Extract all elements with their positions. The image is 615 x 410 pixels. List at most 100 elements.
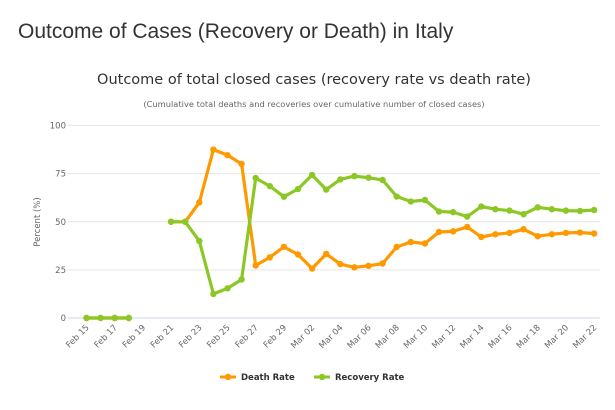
data-point[interactable]	[182, 218, 189, 225]
data-point[interactable]	[365, 174, 372, 181]
data-point[interactable]	[520, 211, 527, 218]
x-tick-label: Feb 29	[262, 323, 289, 350]
x-tick-label: Feb 25	[205, 323, 232, 350]
data-point[interactable]	[210, 146, 217, 153]
data-point[interactable]	[534, 232, 541, 240]
data-point[interactable]	[407, 198, 414, 205]
data-point[interactable]	[308, 265, 316, 272]
y-axis-ticks: 0 25 50 75 100	[50, 122, 66, 325]
x-tick-label: Mar 04	[317, 323, 345, 351]
y-tick-label: 100	[50, 122, 66, 132]
data-point[interactable]	[393, 193, 400, 200]
chart-subtitle: (Cumulative total deaths and recoveries …	[143, 99, 484, 109]
x-tick-label: Feb 23	[177, 323, 204, 350]
data-point[interactable]	[252, 262, 259, 269]
data-point[interactable]	[125, 314, 132, 322]
x-tick-label: Mar 02	[289, 323, 317, 351]
data-point[interactable]	[351, 172, 358, 180]
series-recovery-rate	[83, 171, 598, 322]
data-point[interactable]	[97, 314, 104, 322]
data-point[interactable]	[548, 206, 555, 213]
x-tick-label: Feb 21	[149, 323, 176, 350]
x-tick-label: Mar 22	[571, 323, 599, 351]
data-point[interactable]	[351, 264, 358, 271]
data-point[interactable]	[266, 182, 273, 190]
legend-item-death-rate[interactable]: Death Rate	[220, 373, 295, 383]
data-point[interactable]	[576, 229, 584, 236]
data-point[interactable]	[280, 193, 288, 200]
data-point[interactable]	[421, 240, 429, 247]
x-tick-label: Mar 20	[543, 323, 571, 351]
x-tick-label: Feb 17	[93, 323, 120, 350]
data-point[interactable]	[167, 218, 175, 225]
data-point[interactable]	[393, 243, 400, 251]
data-point[interactable]	[196, 199, 203, 206]
x-tick-label: Mar 06	[346, 323, 374, 351]
data-point[interactable]	[464, 223, 471, 231]
data-point[interactable]	[576, 207, 584, 215]
data-point[interactable]	[449, 228, 457, 235]
legend-label: Death Rate	[241, 373, 295, 383]
data-point[interactable]	[111, 314, 118, 322]
data-point[interactable]	[308, 171, 316, 179]
data-point[interactable]	[478, 233, 485, 241]
chart-title: Outcome of total closed cases (recovery …	[97, 72, 531, 88]
data-point[interactable]	[449, 208, 457, 216]
data-point[interactable]	[478, 203, 485, 210]
data-point[interactable]	[196, 237, 203, 245]
x-tick-label: Mar 18	[515, 323, 543, 351]
data-point[interactable]	[464, 213, 471, 220]
y-axis-title: Percent (%)	[33, 197, 43, 246]
data-point[interactable]	[435, 228, 443, 236]
data-point[interactable]	[294, 251, 302, 258]
x-tick-label: Mar 12	[430, 323, 458, 351]
data-point[interactable]	[323, 186, 330, 193]
data-point[interactable]	[506, 229, 513, 237]
x-tick-label: Mar 14	[458, 323, 486, 351]
data-point[interactable]	[421, 196, 429, 204]
data-point[interactable]	[506, 207, 513, 214]
data-point[interactable]	[337, 176, 344, 183]
data-point[interactable]	[224, 285, 231, 292]
legend-label: Recovery Rate	[335, 373, 405, 383]
gridlines	[68, 125, 600, 319]
data-point[interactable]	[83, 314, 90, 322]
data-point[interactable]	[323, 250, 330, 258]
data-point[interactable]	[520, 226, 527, 233]
data-point[interactable]	[266, 254, 273, 261]
page-title: Outcome of Cases (Recovery or Death) in …	[18, 20, 454, 43]
data-point[interactable]	[337, 260, 344, 268]
x-axis-ticks: Feb 15 Feb 17 Feb 19 Feb 21 Feb 23 Feb 25 Feb …	[64, 323, 599, 351]
data-point[interactable]	[294, 185, 302, 193]
y-tick-label: 75	[55, 170, 66, 180]
legend-symbol-marker	[318, 373, 326, 381]
data-point[interactable]	[492, 231, 499, 238]
data-point[interactable]	[238, 276, 245, 283]
data-point[interactable]	[365, 262, 372, 270]
y-tick-label: 50	[55, 218, 66, 228]
data-point[interactable]	[407, 238, 414, 246]
series-death-rate	[83, 146, 598, 322]
data-point[interactable]	[534, 204, 541, 211]
data-point[interactable]	[280, 243, 288, 250]
x-tick-label: Mar 16	[487, 323, 515, 351]
data-point[interactable]	[548, 231, 555, 238]
data-point[interactable]	[379, 176, 386, 184]
data-point[interactable]	[238, 160, 245, 168]
y-tick-label: 25	[55, 266, 66, 276]
data-point[interactable]	[562, 207, 570, 214]
x-tick-label: Mar 08	[374, 323, 402, 351]
data-point[interactable]	[435, 208, 443, 215]
legend: Death Rate Recovery Rate	[220, 373, 405, 383]
data-point[interactable]	[379, 260, 386, 267]
x-tick-label: Feb 27	[234, 323, 261, 350]
data-point[interactable]	[562, 229, 570, 237]
data-point[interactable]	[224, 151, 231, 159]
data-point[interactable]	[210, 290, 217, 298]
data-point[interactable]	[590, 206, 598, 214]
legend-item-recovery-rate[interactable]: Recovery Rate	[314, 373, 405, 383]
data-point[interactable]	[252, 174, 259, 182]
data-point[interactable]	[492, 206, 499, 213]
data-point[interactable]	[590, 230, 598, 237]
